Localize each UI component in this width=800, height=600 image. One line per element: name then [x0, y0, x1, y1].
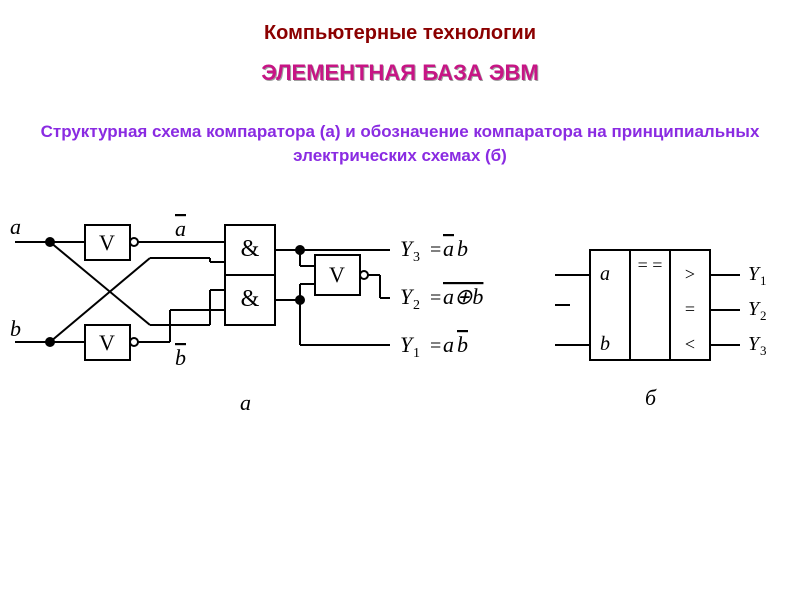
output-b-y2: Y 2 — [748, 298, 767, 323]
label-b-bar: b — [175, 345, 186, 370]
output-b-y1: Y 1 — [748, 263, 767, 288]
label-b-gt: > — [685, 264, 695, 284]
diagram-b: a b = = > = < Y 1 Y 2 Y 3 б — [555, 230, 785, 430]
diagram-b-label: б — [645, 385, 657, 410]
svg-text:b: b — [457, 236, 468, 261]
gate-not1-symbol: V — [99, 230, 115, 255]
gate-and-top-symbol: & — [241, 236, 260, 262]
gate-and-bot-symbol: & — [241, 286, 260, 312]
svg-text:3: 3 — [760, 343, 767, 358]
svg-text:a⊕b: a⊕b — [443, 284, 483, 309]
svg-text:2: 2 — [760, 308, 767, 323]
label-input-b: b — [10, 316, 21, 341]
output-b-y3: Y 3 — [748, 333, 767, 358]
svg-text:=: = — [430, 335, 441, 357]
svg-text:3: 3 — [413, 250, 420, 265]
label-b-lt: < — [685, 334, 695, 354]
gate-not2-symbol: V — [99, 330, 115, 355]
sub-title: ЭЛЕМЕНТНАЯ БАЗА ЭВМ — [0, 60, 800, 86]
svg-text:1: 1 — [413, 346, 420, 361]
label-a-bar: a — [175, 216, 186, 241]
label-b-input-a: a — [600, 263, 610, 285]
svg-text:a: a — [443, 332, 454, 357]
label-b-symbol: = = — [638, 255, 663, 275]
main-title: Компьютерные технологии — [0, 22, 800, 45]
svg-text:b: b — [457, 332, 468, 357]
svg-text:=: = — [430, 239, 441, 261]
output-y3: Y 3 = a b — [400, 236, 468, 265]
label-b-eq: = — [685, 299, 695, 319]
output-y2: Y 2 = a⊕b — [400, 284, 483, 313]
diagram-a-label: а — [240, 390, 251, 415]
svg-text:2: 2 — [413, 298, 420, 313]
slide: Компьютерные технологии ЭЛЕМЕНТНАЯ БАЗА … — [0, 0, 800, 600]
label-b-input-b: b — [600, 333, 610, 355]
output-y1: Y 1 = a b — [400, 332, 468, 361]
svg-text:=: = — [430, 287, 441, 309]
caption: Структурная схема компаратора (а) и обоз… — [0, 120, 800, 168]
svg-text:1: 1 — [760, 273, 767, 288]
svg-text:a: a — [443, 236, 454, 261]
label-input-a: a — [10, 214, 21, 239]
gate-or-symbol: V — [329, 262, 345, 287]
diagram-a: a b a b V V & & V Y 3 = a b Y 2 = a⊕b Y … — [10, 210, 530, 440]
